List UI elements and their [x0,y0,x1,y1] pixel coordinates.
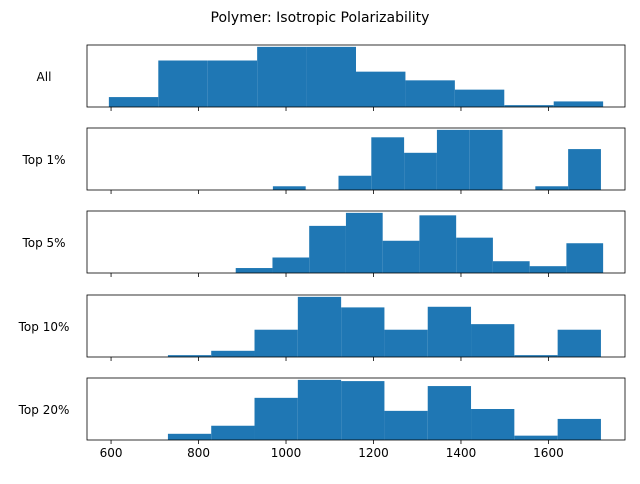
histogram-bar [356,71,406,107]
panel-label: Top 20% [18,403,70,417]
histogram-bar [341,307,385,357]
panel-label: All [37,70,52,84]
panel-frame [86,127,626,191]
histogram-bar [504,105,554,107]
histogram-bar [235,268,273,273]
histogram-bar [371,137,405,190]
x-tick-label: 1600 [533,446,564,460]
histogram-bar [167,433,212,440]
histogram-bar [158,60,208,107]
panels: All Top 1% Top 5% Top 10% Top 20% 600 800 1000 1… [18,44,626,460]
chart-title: Polymer: Isotropic Polarizability [211,10,430,26]
histogram-bar [471,324,515,357]
histogram-bar [384,410,428,440]
panel-frame [86,294,626,358]
histogram-bar [568,149,601,190]
histogram-bar [405,80,455,107]
panel-frame [86,377,626,441]
x-tick-label: 1200 [358,446,389,460]
histogram-bar [471,409,515,440]
x-tick-label: 600 [100,446,123,460]
histogram-bar [404,152,437,190]
panel-4: Top 20% 600 800 1000 1200 1400 1600 [18,377,626,460]
histogram-bar [257,46,307,107]
histogram-bar [456,237,493,273]
histogram-bar [306,46,356,107]
panel-1: Top 1% [21,127,626,194]
histogram-bar [207,60,258,107]
histogram-bar [514,355,558,357]
histogram-bar [419,215,457,273]
panel-frame [86,210,626,274]
histogram-bar [529,266,567,273]
panel-frame [86,44,626,108]
histogram-bar [167,355,212,357]
histogram-bar [341,381,385,440]
histogram-bar [566,243,604,273]
histogram-bar [211,350,255,357]
panel-2: Top 5% [21,210,626,277]
histogram-bar [535,186,569,190]
panel-label: Top 5% [21,236,65,250]
histogram-bar [557,329,601,357]
panel-label: Top 10% [18,320,70,334]
histogram-bar [469,129,503,190]
histogram-bar [382,240,420,273]
histogram-bar [427,306,472,357]
histogram-bar [309,225,346,273]
panel-3: Top 10% [18,294,626,361]
x-tick-label: 1400 [446,446,477,460]
histogram-bar [345,212,383,273]
histogram-bar [272,257,310,273]
histogram-bar [297,379,342,440]
histogram-bar [108,97,159,107]
histogram-bar [427,386,472,440]
histogram-bar [338,175,372,190]
histogram-bar [384,329,428,357]
histogram-bar [272,186,306,190]
x-tick-label: 800 [187,446,210,460]
histogram-bar [553,101,604,107]
histogram-bar [514,435,558,440]
histogram-bar [297,296,342,357]
histogram-bar [254,329,298,357]
histogram-bar [436,129,470,190]
x-tick-label: 1000 [271,446,302,460]
panel-label: Top 1% [21,153,65,167]
histogram-bar [557,418,601,440]
histogram-bar [211,425,255,440]
histogram-bar [454,89,505,107]
histogram-bar [254,397,298,440]
panel-0: All [37,44,626,111]
histogram-bar [492,261,530,273]
